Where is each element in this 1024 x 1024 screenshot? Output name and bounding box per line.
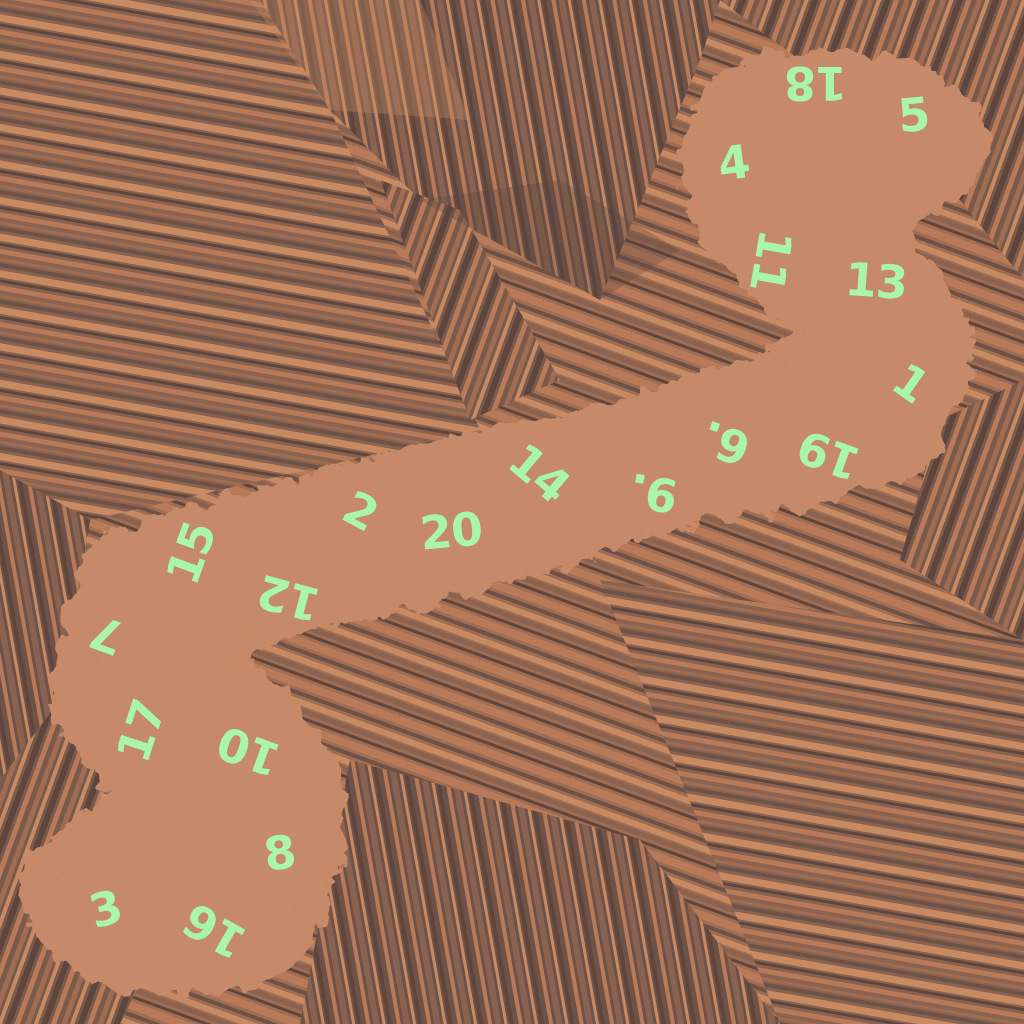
number-4[interactable]: 4: [714, 134, 753, 192]
number-18[interactable]: 18: [785, 56, 848, 110]
number-20[interactable]: 20: [417, 501, 485, 561]
number-8[interactable]: 8: [260, 824, 299, 882]
number-9[interactable]: 9.: [625, 462, 682, 524]
number-12[interactable]: 12: [252, 563, 326, 633]
number-11[interactable]: 11: [739, 225, 803, 297]
number-13[interactable]: 13: [843, 251, 909, 311]
number-5[interactable]: 5: [895, 86, 932, 144]
